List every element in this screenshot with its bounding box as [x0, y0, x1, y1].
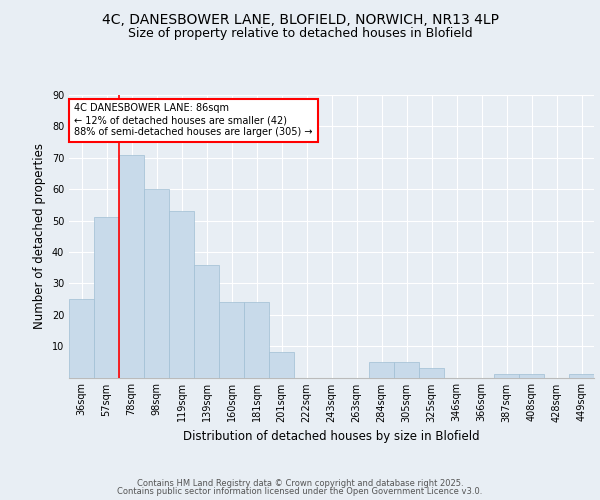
Text: Contains HM Land Registry data © Crown copyright and database right 2025.: Contains HM Land Registry data © Crown c… [137, 478, 463, 488]
Bar [119, 154, 144, 378]
Bar [569, 374, 594, 378]
Text: Contains public sector information licensed under the Open Government Licence v3: Contains public sector information licen… [118, 487, 482, 496]
Bar [194, 264, 219, 378]
Bar [269, 352, 294, 378]
Bar [419, 368, 444, 378]
X-axis label: Distribution of detached houses by size in Blofield: Distribution of detached houses by size … [183, 430, 480, 443]
Bar [369, 362, 394, 378]
Bar [69, 299, 94, 378]
Bar [394, 362, 419, 378]
Bar [244, 302, 269, 378]
Y-axis label: Number of detached properties: Number of detached properties [33, 143, 46, 329]
Text: 4C, DANESBOWER LANE, BLOFIELD, NORWICH, NR13 4LP: 4C, DANESBOWER LANE, BLOFIELD, NORWICH, … [101, 12, 499, 26]
Text: 4C DANESBOWER LANE: 86sqm
← 12% of detached houses are smaller (42)
88% of semi-: 4C DANESBOWER LANE: 86sqm ← 12% of detac… [74, 104, 313, 136]
Bar [94, 218, 119, 378]
Bar [169, 211, 194, 378]
Text: Size of property relative to detached houses in Blofield: Size of property relative to detached ho… [128, 28, 472, 40]
Bar [494, 374, 519, 378]
Bar [519, 374, 544, 378]
Bar [144, 189, 169, 378]
Bar [219, 302, 244, 378]
